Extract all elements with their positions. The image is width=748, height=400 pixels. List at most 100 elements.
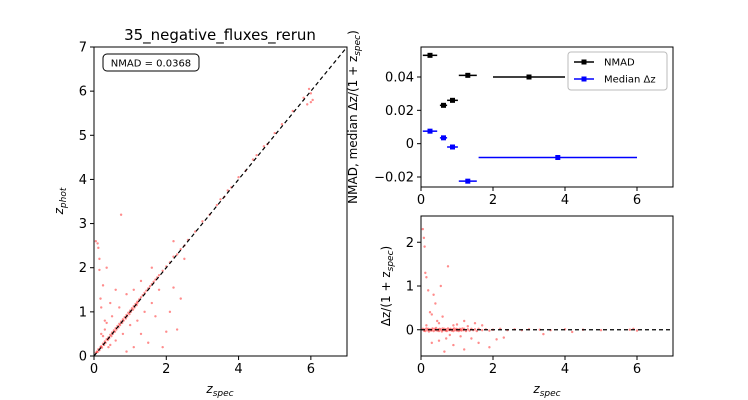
residual-x-label-sub: spec bbox=[540, 389, 561, 399]
main-scatter-point bbox=[100, 332, 103, 336]
residual-x-tick-label: 0 bbox=[417, 362, 425, 377]
main-scatter-point bbox=[110, 334, 113, 338]
nmad-marker bbox=[427, 52, 433, 58]
main-y-tick-label: 0 bbox=[79, 350, 87, 365]
legend-nmad-label: NMAD bbox=[604, 58, 635, 69]
main-x-tick-label: 6 bbox=[307, 362, 315, 377]
main-scatter-point bbox=[109, 333, 112, 337]
residual-scatter-points bbox=[421, 227, 639, 353]
main-scatter-point bbox=[136, 319, 139, 322]
legend-median-marker bbox=[581, 76, 587, 82]
main-scatter-point bbox=[309, 92, 313, 95]
stats-y-axis-label: NMAD, median Δz/(1 + zspec) bbox=[346, 30, 363, 204]
main-scatter-point bbox=[109, 301, 112, 305]
residual-scatter-point bbox=[635, 329, 639, 332]
stats-y-label-tail: ) bbox=[346, 30, 360, 35]
residual-x-tick-label: 2 bbox=[489, 362, 497, 377]
main-y-tick-label: 6 bbox=[79, 85, 87, 100]
residual-scatter-point bbox=[432, 293, 435, 296]
residual-scatter-point bbox=[436, 319, 439, 323]
main-y-tick-label: 1 bbox=[79, 305, 87, 320]
main-scatter-point bbox=[139, 279, 143, 283]
residual-scatter-point bbox=[425, 327, 428, 330]
residual-scatter-point bbox=[432, 329, 435, 333]
main-scatter-point bbox=[98, 268, 101, 272]
one-to-one-reference-line bbox=[93, 46, 348, 357]
residual-scatter-point bbox=[445, 329, 449, 333]
stats-errorbars bbox=[422, 52, 637, 184]
residual-y-tick-label: 2 bbox=[406, 236, 414, 251]
residual-scatter-point bbox=[475, 329, 478, 333]
main-scatter-point bbox=[165, 330, 168, 333]
stats-y-ticks: −0.02 0 0.02 0.04 bbox=[374, 71, 421, 186]
main-y-label-main: z bbox=[52, 207, 66, 215]
main-y-ticks: 0 1 2 3 4 5 6 7 bbox=[79, 41, 94, 365]
stats-y-tick-label: 0.02 bbox=[385, 104, 414, 119]
stats-x-ticks: 0 2 4 6 bbox=[417, 187, 641, 208]
main-scatter-point bbox=[136, 300, 139, 303]
main-scatter-point bbox=[96, 350, 99, 354]
main-scatter-point bbox=[306, 103, 309, 106]
stats-x-tick-label: 4 bbox=[561, 193, 569, 208]
main-scatter-point bbox=[154, 278, 157, 281]
residual-scatter-point bbox=[473, 321, 477, 325]
residual-scatter-point bbox=[437, 321, 441, 325]
main-scatter-point bbox=[105, 338, 108, 341]
main-y-tick-label: 3 bbox=[79, 217, 87, 232]
main-scatter-point bbox=[132, 288, 135, 291]
main-scatter-point bbox=[157, 274, 161, 277]
main-scatter-point bbox=[103, 340, 107, 343]
residual-scatter-point bbox=[428, 311, 432, 314]
nmad-marker bbox=[465, 72, 471, 78]
main-x-tick-label: 0 bbox=[90, 362, 98, 377]
residual-scatter-point bbox=[459, 335, 462, 338]
residual-scatter-point bbox=[448, 333, 451, 337]
main-scatter-point bbox=[154, 315, 157, 318]
residual-scatter-point bbox=[461, 327, 464, 330]
main-scatter-point bbox=[100, 345, 103, 348]
residual-scatter-point bbox=[431, 327, 434, 330]
residual-scatter-point bbox=[455, 323, 459, 326]
nmad-annotation-text: NMAD = 0.0368 bbox=[111, 59, 191, 70]
residual-scatter-point bbox=[463, 319, 466, 323]
median-marker bbox=[441, 135, 446, 141]
main-scatter-point bbox=[125, 293, 128, 296]
main-scatter-point bbox=[273, 131, 276, 135]
stats-y-tick-label: 0.04 bbox=[385, 71, 414, 86]
main-scatter-point bbox=[179, 247, 182, 251]
main-scatter-point bbox=[100, 346, 104, 349]
main-scatter-point bbox=[100, 306, 103, 309]
residual-scatter-point bbox=[446, 265, 450, 268]
residual-scatter-point bbox=[425, 324, 428, 327]
main-scatter-point bbox=[114, 339, 117, 342]
stats-y-tick-label: 0 bbox=[406, 137, 414, 152]
main-scatter-point bbox=[219, 198, 222, 201]
main-scatter-point bbox=[172, 240, 175, 243]
residual-scatter-point bbox=[441, 327, 444, 330]
main-scatter-point bbox=[148, 285, 152, 288]
main-scatter-point bbox=[145, 289, 148, 292]
residual-scatter-point bbox=[430, 341, 433, 345]
main-scatter-point bbox=[131, 308, 135, 311]
residual-y-ticks: 0 1 2 bbox=[406, 236, 421, 338]
main-scatter-point bbox=[118, 306, 121, 309]
residual-scatter-point bbox=[424, 271, 427, 275]
stats-x-tick-label: 2 bbox=[489, 193, 497, 208]
main-scatter-point bbox=[103, 319, 107, 322]
main-y-tick-label: 2 bbox=[79, 261, 87, 276]
residual-scatter-point bbox=[452, 329, 455, 333]
main-scatter-point bbox=[311, 98, 314, 102]
residual-scatter-point bbox=[452, 343, 455, 347]
residual-scatter-point bbox=[463, 348, 466, 351]
main-y-tick-label: 4 bbox=[79, 173, 87, 188]
main-scatter-point bbox=[119, 213, 123, 216]
main-x-axis-label: zspec bbox=[205, 382, 233, 399]
residual-scatter-point bbox=[481, 324, 484, 327]
main-scatter-point bbox=[215, 203, 219, 207]
residual-scatter-point bbox=[441, 315, 444, 318]
residual-scatter-point bbox=[454, 328, 457, 332]
residual-scatter-point bbox=[437, 329, 441, 333]
stats-x-tick-label: 6 bbox=[633, 193, 641, 208]
main-scatter-point bbox=[172, 286, 175, 289]
